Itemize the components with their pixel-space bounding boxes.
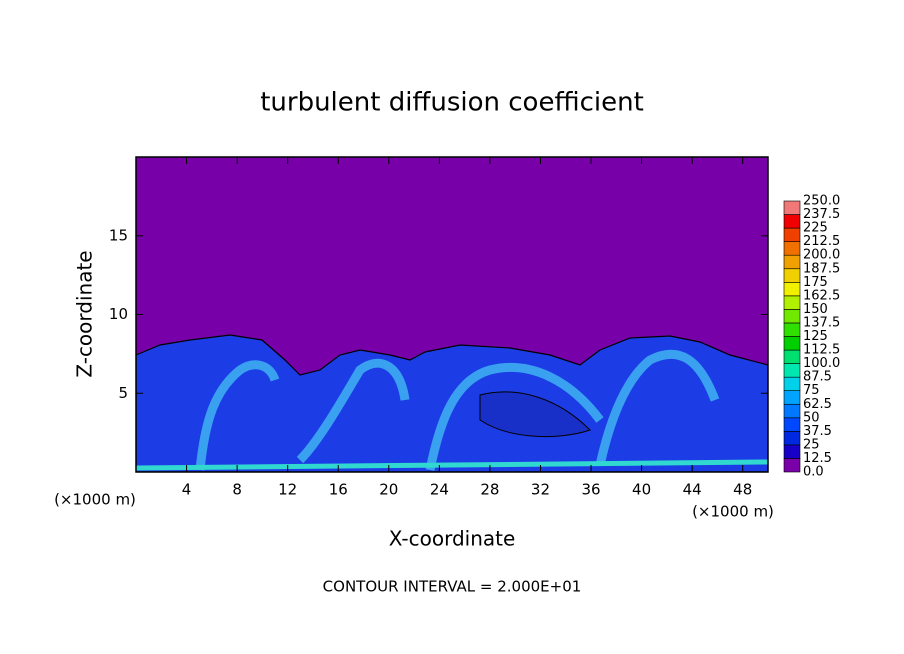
colorbar-label: 112.5 bbox=[803, 343, 840, 358]
colorbar-label: 87.5 bbox=[803, 370, 832, 385]
colorbar-label: 250.0 bbox=[803, 194, 840, 209]
colorbar-label: 37.5 bbox=[803, 424, 832, 439]
colorbar-label: 62.5 bbox=[803, 397, 832, 412]
x-tick-label: 4 bbox=[182, 481, 192, 499]
colorbar-label: 137.5 bbox=[803, 315, 840, 330]
colorbar-label: 125 bbox=[803, 329, 828, 344]
colorbar-label: 187.5 bbox=[803, 261, 840, 276]
x-tick-label: 24 bbox=[430, 481, 449, 499]
colorbar-bin bbox=[783, 281, 801, 297]
colorbar-bin bbox=[783, 309, 801, 324]
x-unit: (×1000 m) bbox=[692, 503, 774, 521]
colorbar-bin bbox=[783, 322, 801, 337]
colorbar-bin bbox=[783, 227, 801, 242]
colorbar-label: 200.0 bbox=[803, 248, 840, 263]
field bbox=[136, 157, 768, 472]
footer: CONTOUR INTERVAL = 2.000E+01 bbox=[323, 578, 582, 596]
x-tick-label: 32 bbox=[531, 481, 550, 499]
colorbar-bin bbox=[783, 336, 801, 351]
field-region bbox=[479, 391, 591, 437]
colorbar-label: 0.0 bbox=[803, 465, 824, 480]
colorbar-label: 212.5 bbox=[803, 234, 840, 249]
colorbar-bin bbox=[783, 376, 801, 391]
x-tick-label: 44 bbox=[683, 481, 702, 499]
x-tick-label: 48 bbox=[733, 481, 752, 499]
colorbar-bin bbox=[783, 363, 801, 378]
colorbar-bin bbox=[783, 200, 801, 215]
colorbar-bin bbox=[783, 349, 801, 364]
colorbar-bin bbox=[783, 417, 801, 432]
x-tick-label: 8 bbox=[232, 481, 242, 499]
colorbar-bin bbox=[783, 241, 801, 256]
y-unit: (×1000 m) bbox=[54, 491, 136, 509]
colorbar-label: 150 bbox=[803, 302, 828, 317]
colorbar-label: 50 bbox=[803, 410, 820, 425]
colorbar-label: 237.5 bbox=[803, 207, 840, 222]
colorbar-bin bbox=[783, 214, 801, 229]
colorbar-bin bbox=[783, 444, 801, 459]
y-tick-label: 10 bbox=[109, 305, 128, 323]
x-tick-label: 16 bbox=[329, 481, 348, 499]
colorbar-bin bbox=[783, 254, 801, 270]
colorbar-label: 25 bbox=[803, 437, 820, 452]
x-tick-label: 40 bbox=[632, 481, 651, 499]
chart-title: turbulent diffusion coefficient bbox=[260, 88, 644, 118]
colorbar-bin bbox=[783, 295, 801, 310]
colorbar-label: 225 bbox=[803, 221, 828, 236]
colorbar-label: 100.0 bbox=[803, 356, 840, 371]
y-tick-label: 15 bbox=[109, 226, 128, 244]
y-axis-label: Z-coordinate bbox=[73, 250, 97, 377]
field-streak bbox=[136, 459, 768, 471]
colorbar-label: 12.5 bbox=[803, 451, 832, 466]
field-streak bbox=[195, 349, 720, 471]
y-tick-label: 5 bbox=[118, 384, 128, 402]
x-tick-label: 28 bbox=[480, 481, 499, 499]
colorbar-bin bbox=[783, 403, 801, 419]
x-axis-label: X-coordinate bbox=[389, 527, 516, 551]
colorbar-bin bbox=[783, 458, 801, 473]
colorbar-label: 162.5 bbox=[803, 288, 840, 303]
colorbar-bin bbox=[783, 431, 801, 446]
colorbar-label: 75 bbox=[803, 383, 820, 398]
colorbar-bin bbox=[783, 390, 801, 405]
colorbar-bin bbox=[783, 268, 801, 283]
x-tick-label: 20 bbox=[379, 481, 398, 499]
x-tick-label: 36 bbox=[581, 481, 600, 499]
colorbar-label: 175 bbox=[803, 275, 828, 290]
x-tick-label: 12 bbox=[278, 481, 297, 499]
